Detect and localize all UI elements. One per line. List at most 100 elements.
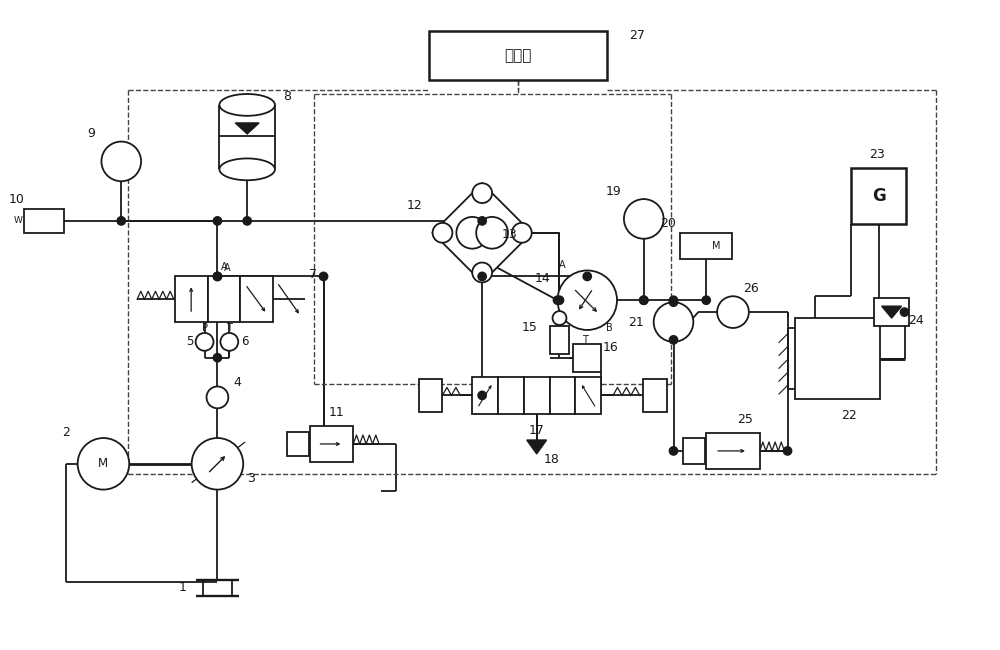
- Ellipse shape: [219, 159, 275, 180]
- Bar: [706, 433, 760, 469]
- Bar: [683, 438, 705, 464]
- Text: 26: 26: [743, 282, 759, 295]
- Bar: [550, 376, 575, 414]
- Text: 7: 7: [309, 268, 317, 281]
- Text: A: A: [559, 259, 566, 270]
- Bar: [573, 344, 601, 372]
- Bar: [310, 426, 353, 462]
- Bar: [795, 318, 880, 399]
- Text: T: T: [582, 335, 588, 345]
- Circle shape: [556, 296, 563, 304]
- Text: 18: 18: [544, 453, 559, 466]
- Circle shape: [192, 438, 243, 489]
- Bar: [208, 276, 240, 322]
- Bar: [498, 376, 524, 414]
- Circle shape: [554, 296, 561, 304]
- Text: 10: 10: [8, 192, 24, 205]
- Circle shape: [553, 311, 566, 325]
- Text: 11: 11: [329, 406, 344, 419]
- Circle shape: [213, 272, 221, 280]
- Bar: [175, 276, 208, 322]
- Text: B: B: [606, 323, 612, 333]
- Circle shape: [901, 308, 908, 316]
- Circle shape: [784, 447, 791, 455]
- Circle shape: [476, 217, 508, 249]
- Circle shape: [472, 183, 492, 203]
- Text: 控制器: 控制器: [504, 48, 532, 63]
- Circle shape: [624, 199, 664, 239]
- Circle shape: [670, 447, 677, 455]
- Text: 12: 12: [407, 198, 423, 211]
- Bar: [575, 376, 601, 414]
- Polygon shape: [527, 440, 547, 454]
- Text: 5: 5: [186, 335, 193, 348]
- Circle shape: [583, 272, 591, 280]
- Text: 20: 20: [661, 217, 676, 230]
- Ellipse shape: [219, 94, 275, 116]
- Circle shape: [196, 333, 213, 351]
- Polygon shape: [433, 183, 532, 282]
- Text: 17: 17: [529, 424, 545, 437]
- Circle shape: [654, 302, 693, 342]
- Bar: [472, 376, 498, 414]
- Text: A: A: [224, 263, 231, 274]
- Text: 16: 16: [603, 341, 619, 354]
- Text: 6: 6: [241, 335, 249, 348]
- Circle shape: [78, 438, 129, 489]
- Text: 23: 23: [869, 148, 885, 161]
- Bar: [524, 376, 550, 414]
- Text: 14: 14: [535, 272, 551, 285]
- Circle shape: [670, 298, 677, 306]
- Text: A: A: [221, 261, 227, 272]
- Bar: [643, 378, 667, 412]
- Circle shape: [702, 296, 710, 304]
- Bar: [550, 326, 569, 354]
- Text: 8: 8: [283, 90, 291, 103]
- Bar: [419, 378, 442, 412]
- Circle shape: [478, 272, 486, 280]
- Text: 4: 4: [233, 376, 241, 389]
- Text: 9: 9: [88, 127, 95, 140]
- Bar: [851, 168, 906, 224]
- Text: 19: 19: [606, 185, 622, 198]
- Text: P: P: [202, 323, 208, 333]
- Text: G: G: [872, 187, 886, 205]
- Text: 3: 3: [247, 472, 255, 485]
- Text: 27: 27: [629, 29, 645, 42]
- Text: 25: 25: [737, 413, 753, 426]
- Text: 15: 15: [522, 322, 538, 335]
- Bar: [874, 298, 909, 326]
- Bar: [429, 31, 607, 80]
- Circle shape: [472, 263, 492, 282]
- Bar: [24, 209, 64, 233]
- Circle shape: [220, 333, 238, 351]
- Circle shape: [640, 296, 648, 304]
- Polygon shape: [235, 123, 259, 134]
- Circle shape: [207, 387, 228, 408]
- Text: M: M: [712, 240, 720, 251]
- Text: W: W: [13, 216, 22, 226]
- Circle shape: [478, 391, 486, 399]
- Circle shape: [670, 336, 677, 344]
- Circle shape: [433, 223, 452, 242]
- Circle shape: [320, 272, 327, 280]
- Circle shape: [670, 296, 677, 304]
- Circle shape: [478, 217, 486, 225]
- Text: T: T: [226, 323, 232, 333]
- Circle shape: [213, 217, 221, 225]
- Circle shape: [117, 217, 125, 225]
- Text: 22: 22: [842, 409, 857, 422]
- Circle shape: [213, 354, 221, 361]
- Circle shape: [558, 270, 617, 330]
- Bar: [287, 432, 309, 456]
- Circle shape: [243, 217, 251, 225]
- Circle shape: [456, 217, 488, 249]
- Circle shape: [640, 296, 648, 304]
- Circle shape: [101, 142, 141, 181]
- Polygon shape: [882, 306, 902, 318]
- Text: 21: 21: [628, 315, 644, 328]
- Circle shape: [512, 223, 532, 242]
- Text: 24: 24: [909, 313, 924, 326]
- Bar: [240, 276, 273, 322]
- Circle shape: [717, 296, 749, 328]
